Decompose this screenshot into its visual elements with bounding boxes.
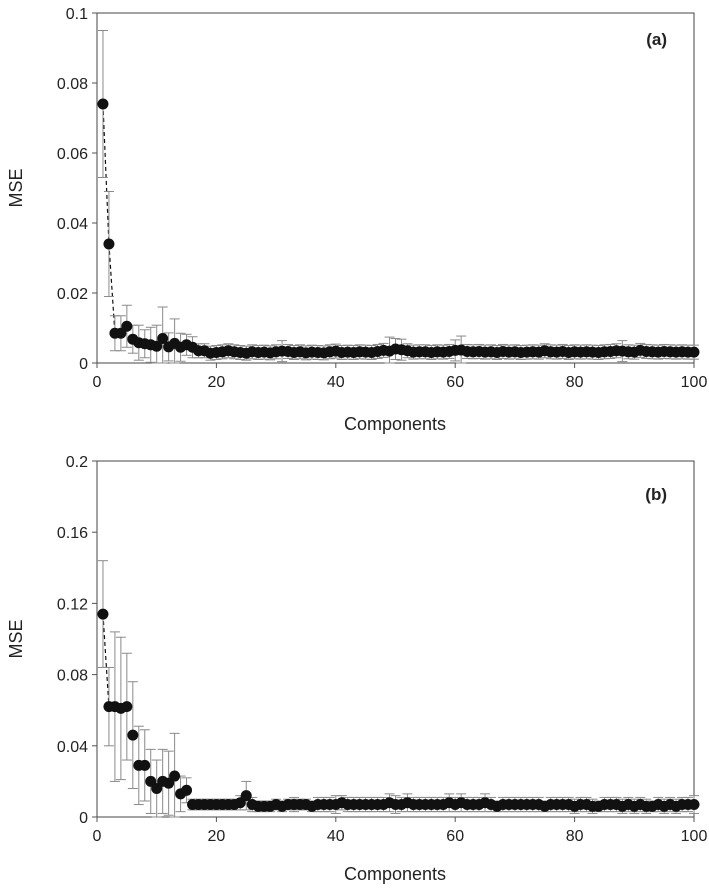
x-tick-label-a: 100 [681,374,708,391]
data-point-b [121,701,133,713]
ticks-a: 0 0.02 0.04 0.06 0.08 0.1 0 20 40 60 80 100 [57,6,708,391]
data-point-b [688,799,700,811]
chart-b: 0 0.04 0.08 0.12 0.16 0.2 0 20 40 60 80 100 (b) Com… [6,454,708,884]
data-point-b [169,770,181,782]
x-tick-label-a: 20 [208,374,226,391]
y-tick-label-b: 0.08 [57,668,88,685]
y-tick-label-a: 0.1 [66,6,88,23]
x-tick-label-b: 0 [93,828,102,845]
data-point-b [139,759,151,771]
data-point-b [181,784,193,796]
x-tick-label-a: 40 [327,374,345,391]
plot-area-a [96,12,695,364]
marks-a [97,30,700,364]
x-tick-label-a: 80 [566,374,584,391]
data-point-a [103,238,115,250]
data-point-a [157,333,169,344]
trend-line-b [102,614,110,707]
x-axis-label-b: Components [344,864,446,884]
y-tick-label-b: 0.12 [57,596,88,613]
x-tick-label-a: 0 [93,374,102,391]
data-point-a [151,340,163,352]
data-point-b [97,608,109,620]
plot-area-b [96,460,695,818]
y-tick-label-b: 0 [79,810,88,827]
x-tick-label-b: 80 [566,828,584,845]
y-tick-label-a: 0.06 [57,146,88,163]
y-axis-label-a: MSE [6,168,26,207]
x-tick-label-a: 60 [446,374,464,391]
data-point-a [688,346,700,358]
x-axis-label-a: Components [344,414,446,434]
panel-label-b: (b) [645,485,667,504]
y-tick-label-a: 0.08 [57,76,88,93]
chart-a: 0 0.02 0.04 0.06 0.08 0.1 0 20 40 60 80 100 (a) Com… [6,6,708,434]
y-tick-label-a: 0.04 [57,216,88,233]
y-tick-label-b: 0.16 [57,525,88,542]
x-tick-label-b: 100 [681,828,708,845]
y-axis-label-b: MSE [6,619,26,658]
y-tick-label-b: 0.2 [66,454,88,471]
data-point-b [240,790,252,802]
x-tick-label-b: 60 [446,828,464,845]
y-tick-label-a: 0.02 [57,286,88,303]
data-point-a [97,98,109,110]
marks-b [97,560,700,818]
data-point-b [127,729,139,741]
y-tick-label-b: 0.04 [57,739,88,756]
y-tick-label-a: 0 [79,356,88,373]
x-tick-label-b: 40 [327,828,345,845]
trend-line-a [102,103,128,334]
x-tick-label-b: 20 [208,828,226,845]
data-point-a [121,320,133,332]
ticks-b: 0 0.04 0.08 0.12 0.16 0.2 0 20 40 60 80 100 [57,454,708,845]
panel-label-a: (a) [646,30,667,49]
